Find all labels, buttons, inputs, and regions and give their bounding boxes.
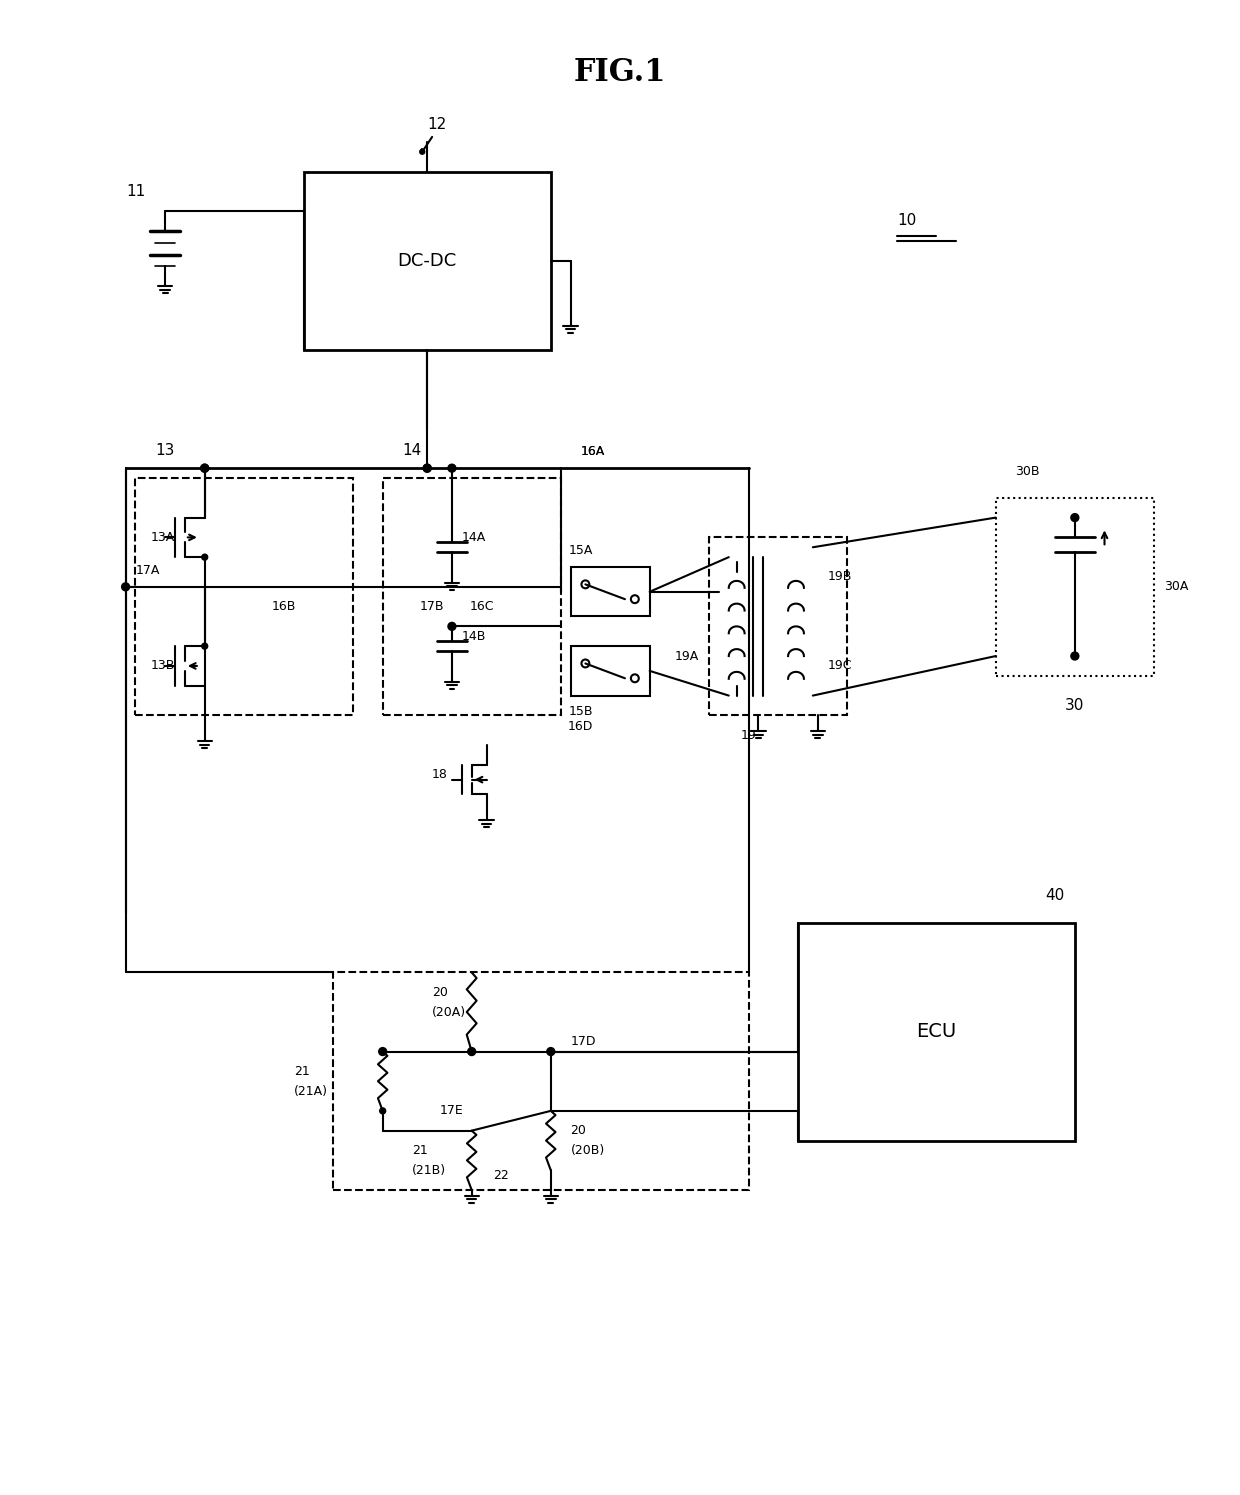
Circle shape	[122, 583, 129, 591]
Circle shape	[1071, 514, 1079, 522]
Circle shape	[1071, 652, 1079, 659]
Text: 19A: 19A	[675, 649, 699, 662]
Text: 40: 40	[1045, 888, 1064, 903]
Text: 17A: 17A	[135, 564, 160, 577]
Text: 14A: 14A	[461, 531, 486, 544]
Bar	[799, 922, 1075, 1141]
Text: FIG.1: FIG.1	[574, 57, 666, 88]
Text: 20: 20	[570, 1124, 587, 1138]
Text: 16D: 16D	[568, 721, 593, 734]
Circle shape	[378, 1048, 387, 1055]
Text: DC-DC: DC-DC	[398, 251, 456, 269]
Text: 17B: 17B	[420, 599, 444, 613]
Bar	[570, 646, 650, 695]
Circle shape	[379, 1108, 386, 1114]
Bar	[135, 478, 353, 716]
Text: 13B: 13B	[150, 659, 175, 673]
Circle shape	[448, 465, 456, 472]
Text: (21A): (21A)	[294, 1084, 327, 1097]
Text: 12: 12	[428, 117, 446, 132]
Bar	[304, 172, 551, 350]
Bar	[709, 537, 847, 716]
Text: 16A: 16A	[580, 446, 605, 459]
Text: 19C: 19C	[827, 659, 852, 673]
Circle shape	[420, 150, 425, 154]
Text: 17E: 17E	[440, 1105, 464, 1117]
Bar	[996, 498, 1154, 676]
Text: 13: 13	[155, 444, 175, 459]
Text: (21B): (21B)	[413, 1163, 446, 1177]
Text: 14B: 14B	[461, 629, 486, 643]
Text: 17D: 17D	[570, 1035, 596, 1048]
Text: (20B): (20B)	[570, 1144, 605, 1157]
Text: 21: 21	[294, 1064, 310, 1078]
Circle shape	[448, 622, 456, 631]
Text: (20A): (20A)	[432, 1006, 466, 1018]
Text: 11: 11	[126, 184, 145, 199]
Text: 15B: 15B	[568, 706, 593, 719]
Text: 19B: 19B	[827, 571, 852, 583]
Circle shape	[423, 465, 432, 472]
Text: 16A: 16A	[580, 446, 605, 459]
Text: 18: 18	[432, 768, 448, 782]
Text: 14: 14	[403, 444, 422, 459]
Text: 30B: 30B	[1016, 465, 1040, 478]
Circle shape	[202, 643, 207, 649]
Text: 16C: 16C	[469, 599, 494, 613]
Circle shape	[201, 465, 208, 472]
Bar	[383, 478, 560, 716]
Text: 30A: 30A	[1164, 580, 1188, 594]
Text: 22: 22	[494, 1169, 510, 1181]
Text: 15A: 15A	[568, 544, 593, 558]
Text: 30: 30	[1065, 698, 1085, 713]
Circle shape	[423, 465, 432, 472]
Text: 13A: 13A	[150, 531, 175, 544]
Text: 16B: 16B	[272, 599, 296, 613]
Text: 20: 20	[432, 985, 448, 999]
Circle shape	[547, 1048, 554, 1055]
Circle shape	[467, 1048, 476, 1055]
Circle shape	[202, 555, 207, 561]
Text: 21: 21	[413, 1144, 428, 1157]
Text: ECU: ECU	[916, 1023, 956, 1042]
Bar	[570, 567, 650, 616]
Text: 19: 19	[740, 728, 756, 742]
Bar	[334, 972, 749, 1190]
Circle shape	[201, 465, 208, 472]
Text: 10: 10	[897, 214, 916, 229]
